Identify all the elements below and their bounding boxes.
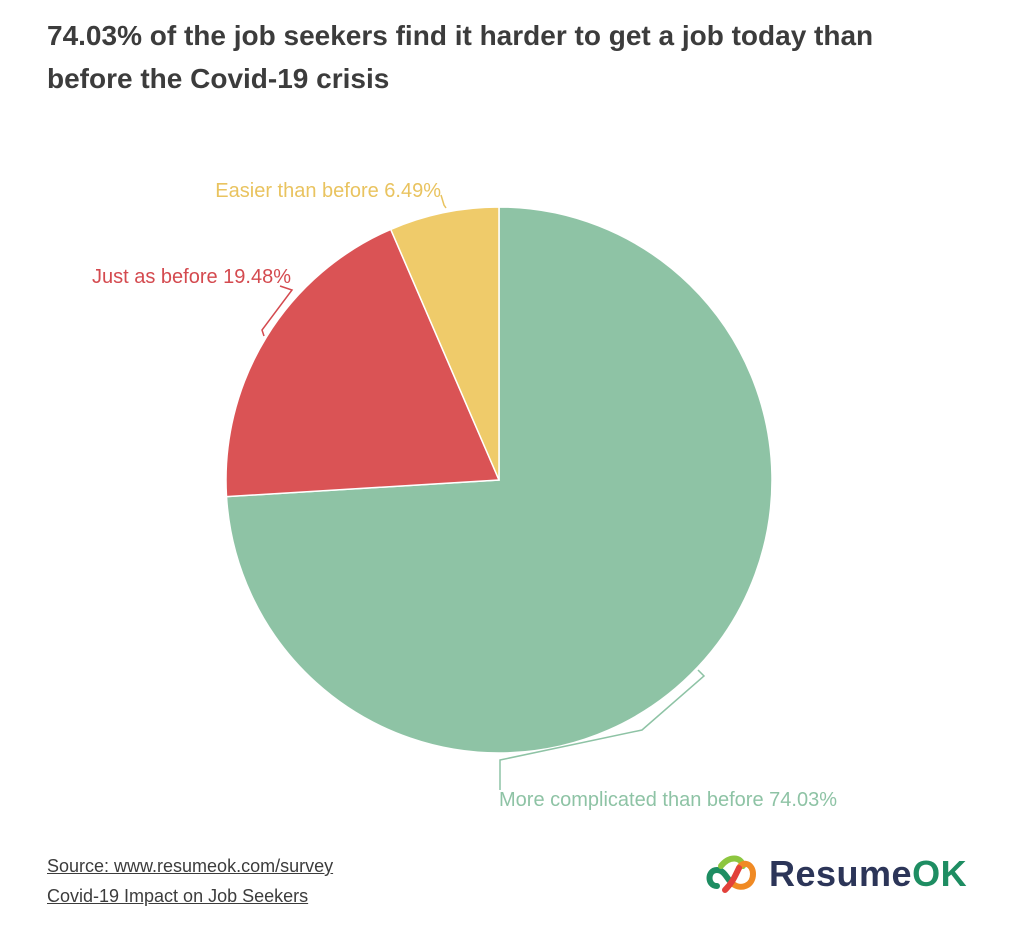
slice-label: More complicated than before 74.03% xyxy=(499,789,837,811)
brand-name-resume: Resume xyxy=(769,853,913,894)
slice-label: Easier than before 6.49% xyxy=(215,180,441,202)
survey-name-link[interactable]: Covid-19 Impact on Job Seekers xyxy=(47,886,309,906)
source-link[interactable]: Source: www.resumeok.com/survey xyxy=(47,856,334,876)
leader-line xyxy=(499,669,706,790)
leader-line xyxy=(261,285,294,337)
paperclip-logo-icon xyxy=(706,855,757,893)
pie-slice-easier-than-before xyxy=(389,206,500,481)
slice-label: Just as before 19.48% xyxy=(92,266,291,288)
brand-name-ok: OK xyxy=(912,853,968,894)
pie-slice-just-as-before xyxy=(225,228,501,498)
chart-title: 74.03% of the job seekers find it harder… xyxy=(47,20,874,94)
brand-logo: ResumeOK xyxy=(703,846,973,902)
leader-line xyxy=(440,194,447,209)
brand-name: ResumeOK xyxy=(769,853,967,895)
footer: Source: www.resumeok.com/survey Covid-19… xyxy=(47,851,333,911)
